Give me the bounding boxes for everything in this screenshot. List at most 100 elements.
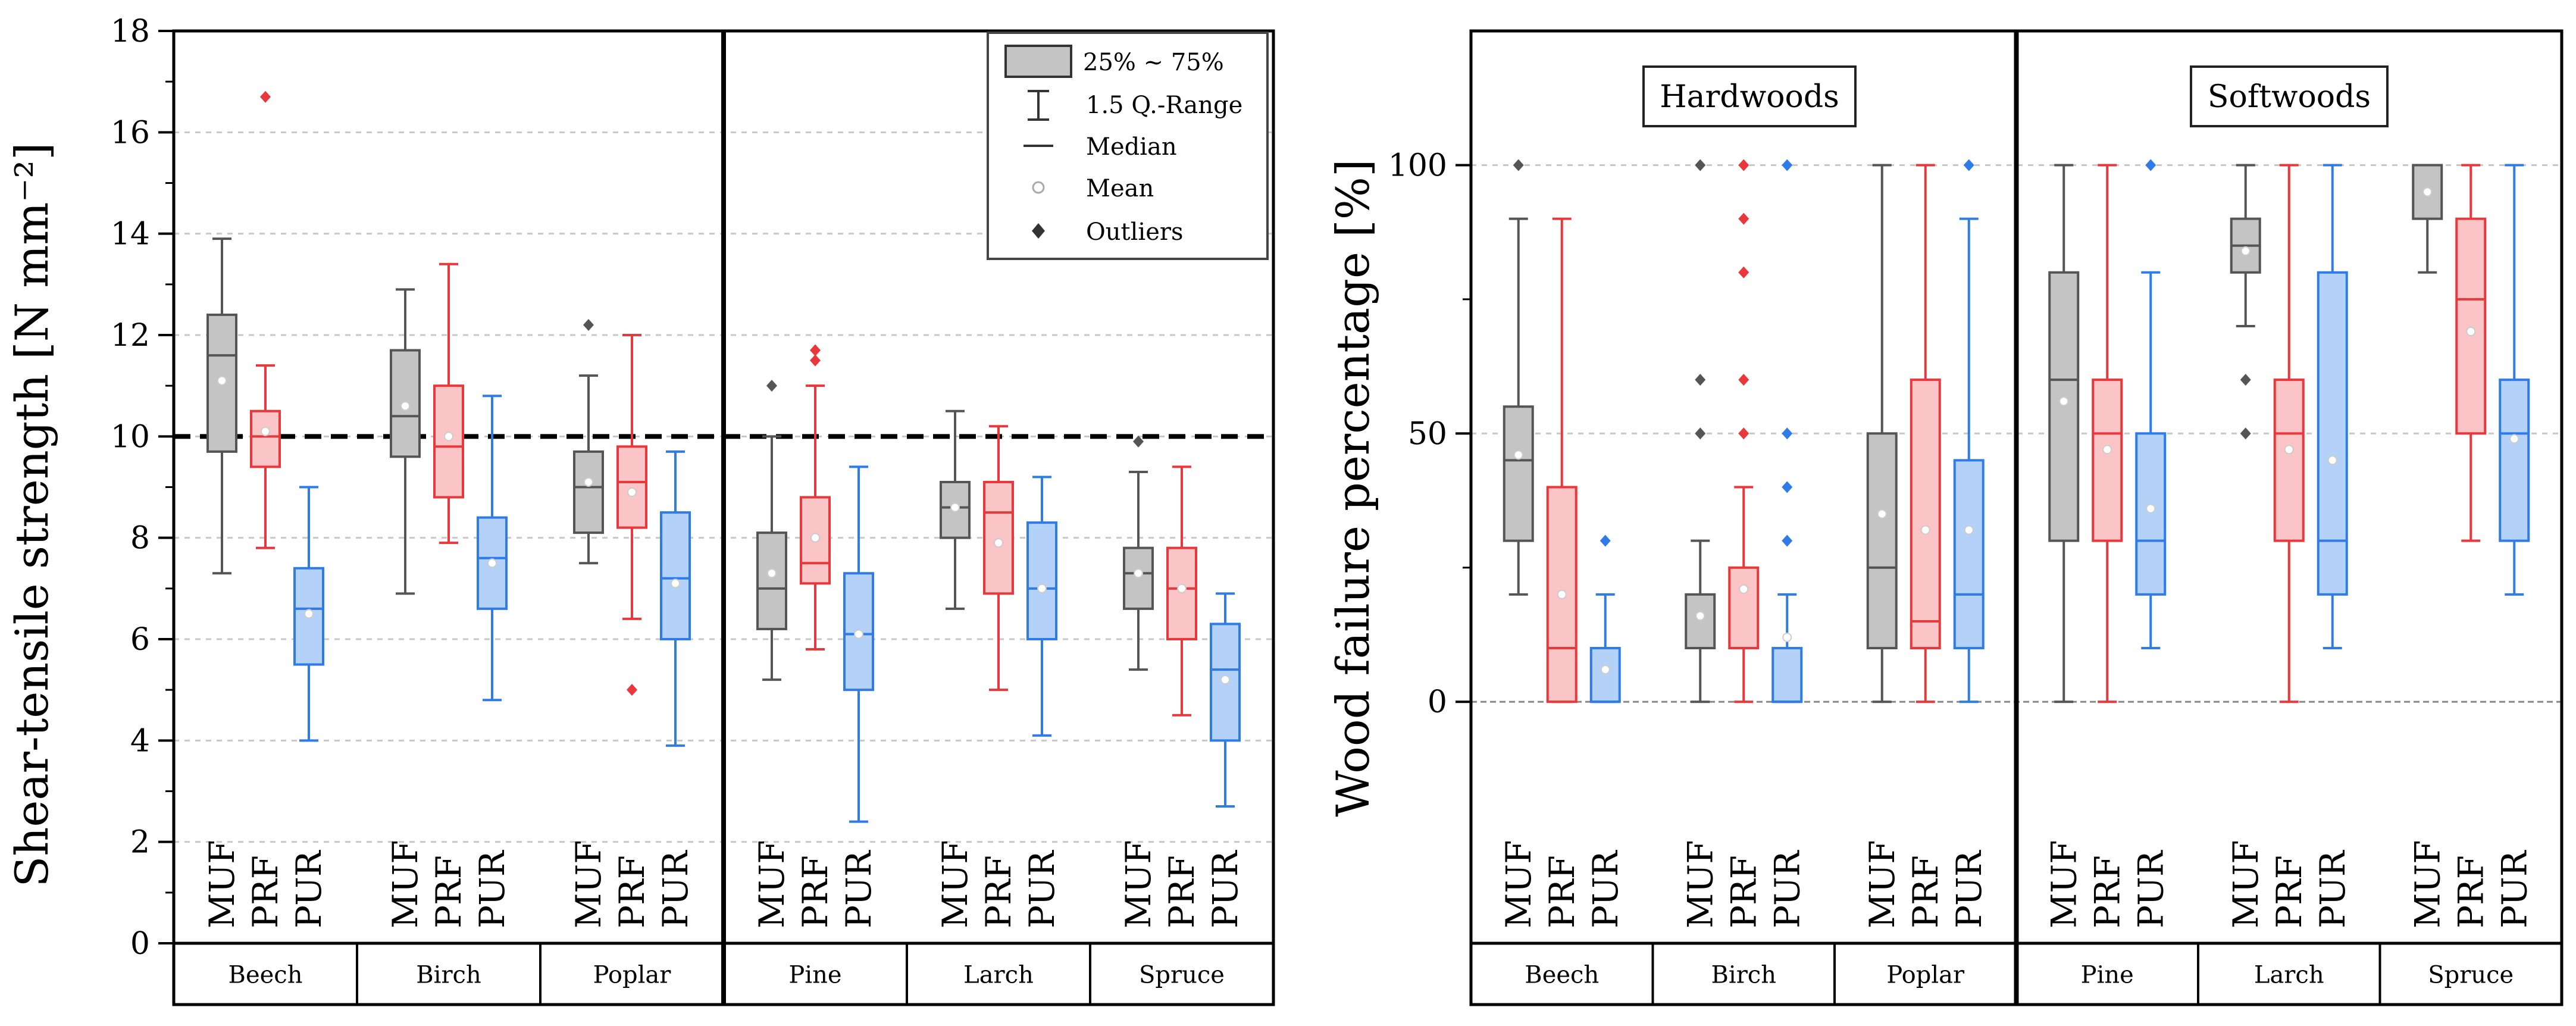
outlier-marker bbox=[2145, 159, 2156, 171]
box-birch-prf bbox=[433, 262, 464, 545]
outlier-marker bbox=[1738, 212, 1749, 225]
legend: 25% ~ 75% 1.5 Q.-Range Median Mean Outli… bbox=[987, 32, 1269, 260]
box-iqr bbox=[1728, 566, 1760, 650]
box-beech-pur bbox=[1589, 534, 1621, 703]
y-tick-label: 10 bbox=[111, 419, 150, 455]
category-strip bbox=[1469, 941, 2564, 1006]
adhesive-label: PRF bbox=[2269, 855, 2309, 928]
hardwoods-label-frame bbox=[1642, 65, 1857, 127]
species-label: Birch bbox=[416, 962, 481, 989]
legend-median-label: Median bbox=[1086, 133, 1177, 161]
adhesive-label: PRF bbox=[795, 855, 835, 928]
box-poplar-pur bbox=[1953, 159, 1985, 703]
adhesive-label: PRF bbox=[978, 855, 1019, 928]
mean-marker bbox=[1220, 675, 1230, 685]
adhesive-label: MUF bbox=[2226, 840, 2266, 928]
y-tick-label: 14 bbox=[111, 217, 150, 252]
y-tick-label: 16 bbox=[111, 115, 150, 151]
species-label: Pine bbox=[788, 962, 841, 989]
adhesive-label: MUF bbox=[2407, 840, 2447, 928]
mean-marker bbox=[2284, 445, 2294, 455]
box-iqr bbox=[1166, 546, 1197, 641]
box-pine-muf bbox=[2048, 164, 2080, 703]
box-larch-pur bbox=[1026, 476, 1057, 737]
outlier-marker bbox=[1738, 427, 1749, 440]
box-beech-pur bbox=[293, 486, 324, 742]
hardwoods-label-text: Hardwoods bbox=[1660, 79, 1839, 115]
mean-marker bbox=[854, 629, 863, 639]
y-tick-label: 2 bbox=[130, 825, 150, 861]
box-pine-muf bbox=[756, 380, 787, 681]
box-spruce-muf bbox=[1123, 435, 1154, 671]
species-label: Poplar bbox=[1886, 962, 1965, 989]
box-pine-prf bbox=[2092, 164, 2123, 703]
y-tick-label: 6 bbox=[130, 622, 150, 658]
y-tick-label: 4 bbox=[130, 723, 150, 759]
mean-marker bbox=[627, 487, 637, 498]
legend-box-label: 25% ~ 75% bbox=[1083, 49, 1224, 76]
adhesive-label: PUR bbox=[2312, 849, 2353, 928]
hardwoods-group-label: Hardwoods bbox=[1642, 65, 1857, 127]
species-label: Spruce bbox=[2428, 962, 2514, 989]
outlier-marker bbox=[2240, 427, 2251, 440]
box-larch-muf bbox=[940, 409, 971, 610]
adhesive-label: PUR bbox=[1205, 849, 1245, 928]
box-iqr bbox=[1589, 647, 1621, 703]
box-iqr bbox=[2317, 271, 2348, 596]
mean-marker bbox=[1964, 525, 1974, 535]
mean-marker bbox=[810, 533, 820, 543]
box-iqr bbox=[756, 531, 787, 630]
legend-mean-label: Mean bbox=[1086, 175, 1154, 202]
box-iqr bbox=[573, 450, 604, 534]
outlier-marker bbox=[1963, 159, 1974, 171]
outlier-marker bbox=[1782, 481, 1793, 493]
box-iqr bbox=[2455, 217, 2487, 435]
mean-marker bbox=[1782, 632, 1792, 642]
adhesive-label: PUR bbox=[655, 849, 696, 928]
box-poplar-muf bbox=[1866, 164, 1898, 703]
outlier-marker bbox=[810, 344, 821, 356]
adhesive-label: MUF bbox=[202, 840, 242, 928]
y-tick-label: 0 bbox=[130, 926, 150, 962]
adhesive-label: MUF bbox=[1680, 840, 1720, 928]
mean-marker bbox=[2059, 396, 2069, 406]
outlier-marker bbox=[583, 318, 594, 331]
outlier-marker bbox=[2240, 374, 2251, 386]
box-iqr bbox=[2273, 379, 2305, 542]
mean-marker bbox=[584, 477, 593, 487]
mean-marker bbox=[1513, 450, 1523, 460]
adhesive-label: PRF bbox=[2450, 855, 2491, 928]
species-label: Birch bbox=[1711, 962, 1776, 989]
right-y-axis-label: Wood failure percentage [%] bbox=[1326, 159, 1379, 817]
mean-marker bbox=[1557, 589, 1567, 599]
box-pine-pur bbox=[2135, 159, 2167, 650]
box-iqr bbox=[2135, 432, 2167, 596]
adhesive-label: PUR bbox=[289, 849, 329, 928]
adhesive-label: PUR bbox=[2494, 849, 2534, 928]
species-label: Beech bbox=[1525, 962, 1599, 989]
adhesive-label: PRF bbox=[245, 855, 286, 928]
box-birch-pur bbox=[477, 395, 508, 702]
adhesive-label: PRF bbox=[428, 855, 469, 928]
box-iqr bbox=[2092, 379, 2123, 542]
mean-marker bbox=[261, 426, 270, 436]
box-larch-muf bbox=[2230, 164, 2261, 440]
species-label: Spruce bbox=[1139, 962, 1225, 989]
outlier-marker bbox=[1782, 159, 1793, 171]
adhesive-label: PRF bbox=[1723, 855, 1764, 928]
mean-marker bbox=[304, 609, 314, 619]
mean-marker bbox=[400, 401, 410, 411]
outlier-marker bbox=[766, 380, 777, 392]
adhesive-label: PRF bbox=[1542, 855, 1582, 928]
box-spruce-muf bbox=[2412, 164, 2443, 274]
box-iqr bbox=[2499, 379, 2530, 542]
box-larch-prf bbox=[983, 425, 1014, 692]
legend-box-swatch bbox=[1004, 45, 1072, 78]
adhesive-label: PRF bbox=[612, 855, 652, 928]
adhesive-label: PUR bbox=[1585, 849, 1626, 928]
box-iqr bbox=[1866, 432, 1898, 650]
category-strip bbox=[172, 941, 1275, 1006]
mean-marker bbox=[767, 568, 777, 578]
mean-marker bbox=[1920, 525, 1930, 535]
